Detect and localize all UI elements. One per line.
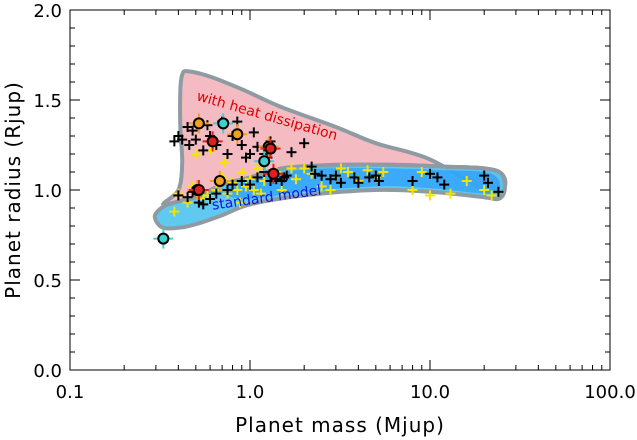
orange-data-point <box>227 124 248 145</box>
black-data-point <box>370 170 381 181</box>
black-data-point <box>425 168 435 179</box>
y-tick-label: 2.0 <box>33 1 62 22</box>
black-data-point <box>177 134 188 145</box>
black-data-point <box>222 149 233 159</box>
yellow-data-point <box>232 185 243 195</box>
black-data-point <box>316 170 327 181</box>
black-data-point <box>187 125 198 136</box>
orange-data-point <box>188 113 209 134</box>
yellow-data-point <box>486 190 497 201</box>
black-data-point <box>205 194 216 204</box>
black-data-point <box>182 122 193 132</box>
black-data-point <box>432 172 443 183</box>
red-data-point <box>202 131 223 152</box>
x-axis-title: Planet mass (Mjup) <box>235 413 445 437</box>
black-data-point <box>236 176 247 186</box>
data-points <box>153 113 504 249</box>
red-data-point <box>260 138 281 159</box>
black-data-point <box>236 140 247 150</box>
black-data-point <box>245 179 255 190</box>
black-data-point <box>299 138 310 149</box>
yellow-data-point <box>169 206 180 217</box>
yellow-data-point <box>416 167 427 177</box>
yellow-data-point <box>461 176 472 186</box>
black-data-point <box>198 199 209 210</box>
black-data-point <box>439 179 450 190</box>
black-data-point <box>252 172 263 183</box>
black-data-point <box>227 179 238 190</box>
black-data-point <box>364 172 375 183</box>
black-data-point <box>330 170 341 181</box>
yellow-data-point <box>325 185 336 195</box>
yellow-data-point <box>425 190 435 201</box>
black-data-point <box>245 149 255 159</box>
yellow-data-point <box>219 158 230 168</box>
y-tick-label: 1.0 <box>33 181 62 202</box>
orange-data-point <box>209 171 230 191</box>
cyan-data-point <box>213 113 234 134</box>
black-data-point <box>184 140 195 150</box>
cyan-data-point <box>254 151 275 172</box>
black-data-point <box>479 170 490 181</box>
black-data-point <box>407 176 418 186</box>
yellow-data-point <box>378 167 389 177</box>
black-data-point <box>335 177 346 188</box>
x-tick-label: 0.1 <box>56 382 85 403</box>
black-data-point <box>173 190 184 201</box>
yellow-data-point <box>407 185 418 195</box>
black-data-point <box>306 161 317 172</box>
yellow-data-point <box>290 174 301 185</box>
black-data-point <box>482 177 493 188</box>
yellow-data-point <box>235 197 246 208</box>
x-tick-label: 10.0 <box>410 382 450 403</box>
x-tick-label: 1.0 <box>236 382 265 403</box>
black-data-point <box>248 127 259 138</box>
black-data-point <box>169 136 180 147</box>
yellow-data-point <box>445 188 456 199</box>
yellow-data-point <box>255 188 266 199</box>
black-data-point <box>493 186 504 197</box>
yellow-data-point <box>248 185 259 195</box>
cyan-data-point <box>153 228 174 249</box>
yellow-data-point <box>276 185 287 195</box>
black-data-point <box>325 174 336 185</box>
yellow-data-point <box>286 163 297 174</box>
black-data-point <box>182 192 193 203</box>
y-axis-title: Planet radius (Rjup) <box>1 81 25 299</box>
black-data-point <box>198 145 209 156</box>
yellow-data-point <box>362 165 373 176</box>
yellow-data-point <box>335 163 346 174</box>
yellow-data-point <box>342 167 353 177</box>
red-data-point <box>188 180 209 200</box>
black-data-point <box>281 170 292 181</box>
yellow-data-point <box>299 163 310 174</box>
yellow-data-point <box>190 149 201 159</box>
black-data-point <box>286 147 297 158</box>
axis-ticks: 0.1 1.0 10.0 100.0 0.0 0.5 1.0 1.5 2.0 <box>33 1 635 403</box>
yellow-data-point <box>252 163 263 174</box>
black-data-point <box>310 168 321 179</box>
y-tick-label: 1.5 <box>33 91 62 112</box>
red-data-point <box>263 163 284 184</box>
black-data-point <box>190 134 201 145</box>
black-data-point <box>373 176 384 186</box>
black-data-point <box>211 188 222 199</box>
yellow-data-point <box>316 181 327 192</box>
black-data-point <box>353 177 364 188</box>
black-data-point <box>349 172 360 183</box>
yellow-data-point <box>479 185 490 195</box>
x-tick-label: 100.0 <box>584 382 636 403</box>
black-data-point <box>222 185 233 195</box>
y-tick-label: 0.5 <box>33 271 62 292</box>
yellow-data-point <box>236 167 247 177</box>
y-tick-label: 0.0 <box>33 361 62 382</box>
